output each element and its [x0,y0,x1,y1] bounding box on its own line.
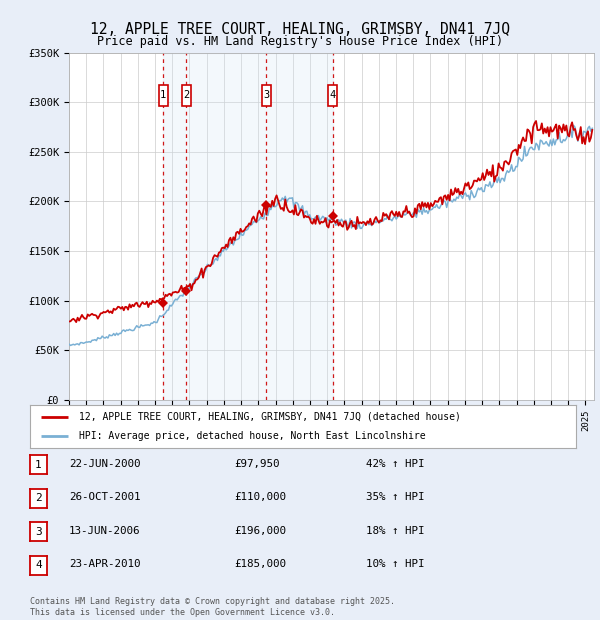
Text: Price paid vs. HM Land Registry's House Price Index (HPI): Price paid vs. HM Land Registry's House … [97,35,503,48]
Text: 22-JUN-2000: 22-JUN-2000 [69,459,140,469]
Text: 42% ↑ HPI: 42% ↑ HPI [366,459,425,469]
Text: 4: 4 [329,91,335,100]
Bar [163,53,332,400]
Text: 2: 2 [183,91,190,100]
Text: 18% ↑ HPI: 18% ↑ HPI [366,526,425,536]
Text: 23-APR-2010: 23-APR-2010 [69,559,140,569]
Text: 4: 4 [35,560,42,570]
Text: 3: 3 [35,526,42,537]
Text: 1: 1 [160,91,166,100]
Text: 35% ↑ HPI: 35% ↑ HPI [366,492,425,502]
Text: 1: 1 [35,459,42,470]
Text: 3: 3 [263,91,269,100]
FancyBboxPatch shape [328,85,337,106]
FancyBboxPatch shape [262,85,271,106]
Text: £185,000: £185,000 [234,559,286,569]
Text: Contains HM Land Registry data © Crown copyright and database right 2025.: Contains HM Land Registry data © Crown c… [30,597,395,606]
FancyBboxPatch shape [182,85,191,106]
Text: 13-JUN-2006: 13-JUN-2006 [69,526,140,536]
Text: 10% ↑ HPI: 10% ↑ HPI [366,559,425,569]
Text: 12, APPLE TREE COURT, HEALING, GRIMSBY, DN41 7JQ: 12, APPLE TREE COURT, HEALING, GRIMSBY, … [90,22,510,37]
Text: £110,000: £110,000 [234,492,286,502]
FancyBboxPatch shape [158,85,167,106]
Text: 26-OCT-2001: 26-OCT-2001 [69,492,140,502]
Text: 12, APPLE TREE COURT, HEALING, GRIMSBY, DN41 7JQ (detached house): 12, APPLE TREE COURT, HEALING, GRIMSBY, … [79,412,461,422]
Text: £97,950: £97,950 [234,459,280,469]
Text: HPI: Average price, detached house, North East Lincolnshire: HPI: Average price, detached house, Nort… [79,432,426,441]
Text: £196,000: £196,000 [234,526,286,536]
Text: 2: 2 [35,493,42,503]
Text: This data is licensed under the Open Government Licence v3.0.: This data is licensed under the Open Gov… [30,608,335,617]
